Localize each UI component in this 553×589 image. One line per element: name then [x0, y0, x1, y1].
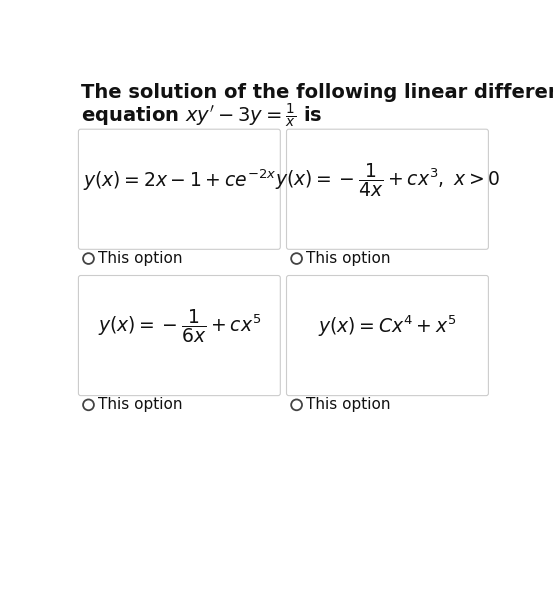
Text: The solution of the following linear differential: The solution of the following linear dif… [81, 83, 553, 102]
Text: This option: This option [98, 398, 182, 412]
Text: This option: This option [306, 251, 390, 266]
Text: This option: This option [306, 398, 390, 412]
Text: $y(x) = -\dfrac{1}{4x} + cx^3,\ x > 0$: $y(x) = -\dfrac{1}{4x} + cx^3,\ x > 0$ [275, 161, 500, 199]
Text: equation $xy' - 3y = \frac{1}{x}$ is: equation $xy' - 3y = \frac{1}{x}$ is [81, 101, 322, 128]
FancyBboxPatch shape [79, 129, 280, 249]
Text: $y(x) = -\dfrac{1}{6x} + cx^5$: $y(x) = -\dfrac{1}{6x} + cx^5$ [98, 307, 261, 345]
FancyBboxPatch shape [79, 276, 280, 396]
FancyBboxPatch shape [286, 129, 488, 249]
Text: This option: This option [98, 251, 182, 266]
Text: $y(x) = Cx^4 + x^5$: $y(x) = Cx^4 + x^5$ [318, 313, 457, 339]
Text: $y(x) = 2x - 1 + ce^{-2x}$: $y(x) = 2x - 1 + ce^{-2x}$ [83, 167, 276, 193]
FancyBboxPatch shape [286, 276, 488, 396]
